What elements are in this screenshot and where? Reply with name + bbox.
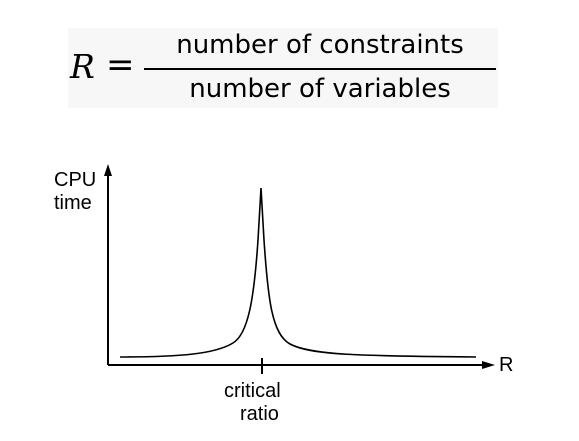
y-axis-label-cpu: CPU <box>54 169 97 191</box>
fraction-bar <box>144 68 496 70</box>
formula-equals-sign: = <box>106 45 135 85</box>
ratio-formula: R = number of constraints number of vari… <box>68 28 498 108</box>
x-axis-arrowhead <box>482 361 495 369</box>
y-axis-arrowhead <box>104 164 112 176</box>
formula-numerator: number of constraints <box>176 30 464 60</box>
formula-denominator: number of variables <box>189 74 451 104</box>
x-axis-label: R <box>499 354 514 376</box>
cpu-time-curve <box>119 187 477 358</box>
formula-lhs: R <box>70 47 95 86</box>
y-axis-label-time: time <box>54 192 92 214</box>
tick-label-ratio: ratio <box>240 403 279 425</box>
tick-label-critical: critical <box>224 380 281 402</box>
